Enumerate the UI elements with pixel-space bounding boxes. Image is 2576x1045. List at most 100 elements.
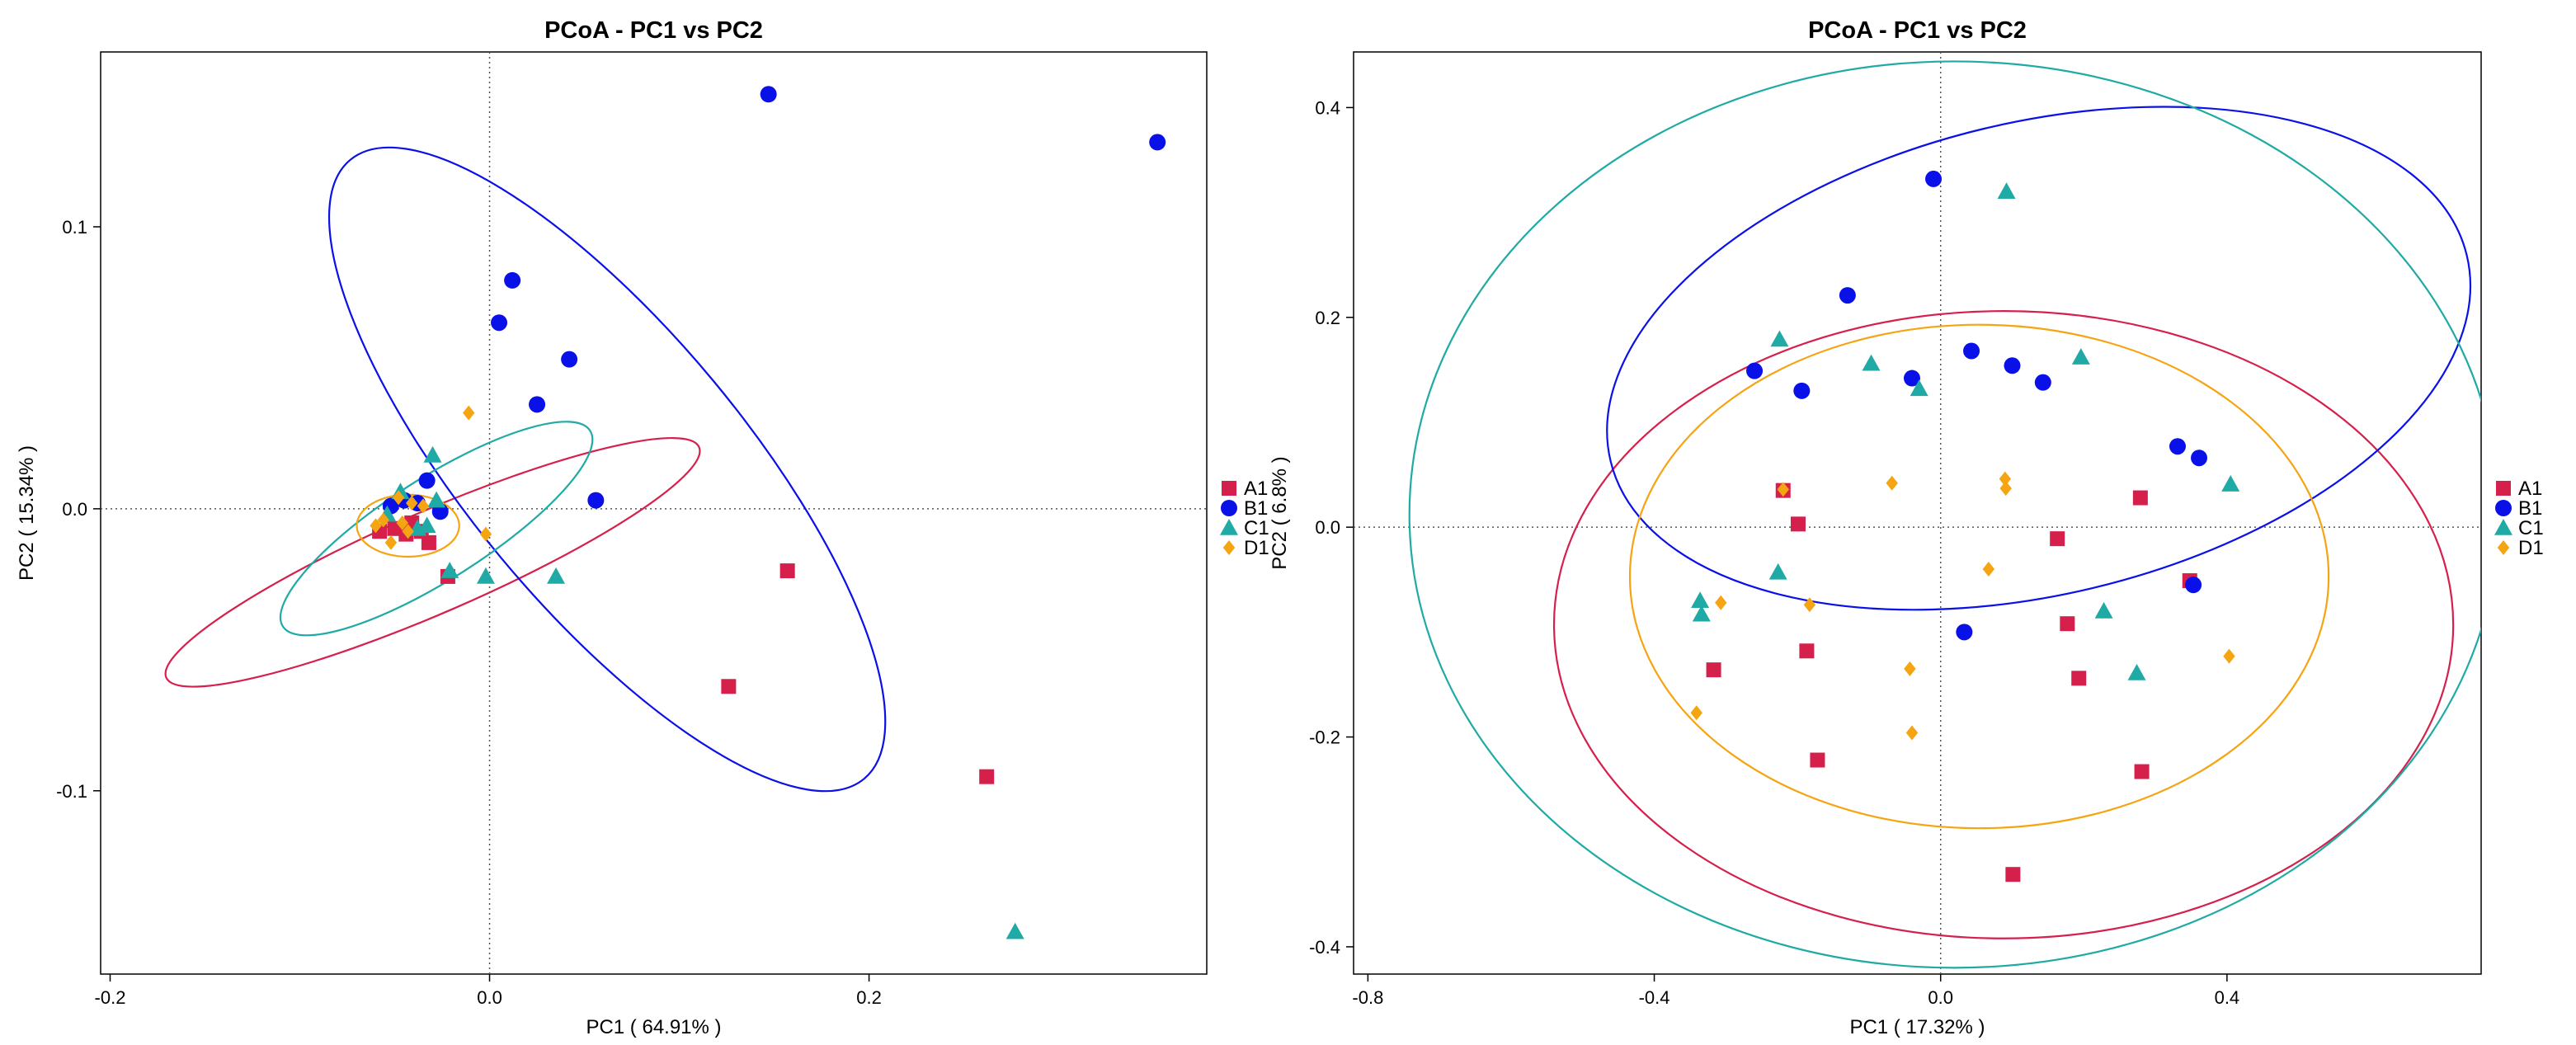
point-a1 bbox=[979, 769, 995, 784]
point-c1 bbox=[476, 567, 495, 584]
point-b1 bbox=[418, 472, 436, 489]
point-b1 bbox=[1839, 287, 1856, 304]
y-tick-label: -0.4 bbox=[1309, 937, 1340, 958]
point-a1 bbox=[1810, 752, 1825, 768]
point-c1 bbox=[547, 567, 566, 584]
legend-label-d1: D1 bbox=[2518, 537, 2544, 559]
point-d1 bbox=[1904, 661, 1916, 676]
point-b1 bbox=[2185, 577, 2202, 594]
point-a1 bbox=[2134, 764, 2150, 779]
legend-label-b1: B1 bbox=[2518, 497, 2542, 520]
plot-area bbox=[1408, 60, 2481, 969]
point-a1 bbox=[2050, 531, 2065, 547]
point-a1 bbox=[779, 563, 795, 579]
x-tick-label: 0.4 bbox=[2215, 987, 2240, 1008]
y-tick-label: 0.1 bbox=[62, 217, 87, 238]
legend-marker-a1 bbox=[2496, 481, 2511, 496]
x-tick-label: 0.0 bbox=[1928, 987, 1953, 1008]
point-b1 bbox=[561, 351, 578, 368]
legend-marker-b1 bbox=[1221, 500, 1237, 516]
point-b1 bbox=[2034, 374, 2051, 391]
point-d1 bbox=[402, 524, 414, 539]
point-d1 bbox=[406, 496, 418, 511]
x-tick-label: -0.2 bbox=[95, 987, 126, 1008]
y-tick-label: 0.0 bbox=[62, 499, 87, 520]
point-b1 bbox=[1956, 624, 1973, 641]
point-c1 bbox=[1005, 922, 1024, 939]
point-b1 bbox=[491, 314, 508, 332]
point-b1 bbox=[2191, 450, 2208, 467]
confidence-ellipse-c1 bbox=[1408, 60, 2481, 969]
point-d1 bbox=[2223, 648, 2235, 664]
point-d1 bbox=[1886, 475, 1898, 491]
point-a1 bbox=[1706, 662, 1721, 678]
point-b1 bbox=[1963, 342, 1980, 360]
x-axis-label: PC1 ( 64.91% ) bbox=[586, 1016, 721, 1038]
point-d1 bbox=[1715, 595, 1727, 610]
point-d1 bbox=[1803, 597, 1816, 613]
confidence-ellipse-b1 bbox=[1606, 106, 2472, 611]
plot-area bbox=[164, 86, 1166, 939]
point-c1 bbox=[1768, 563, 1787, 580]
point-c1 bbox=[2127, 663, 2146, 680]
x-tick-label: 0.2 bbox=[856, 987, 882, 1008]
point-b1 bbox=[504, 271, 521, 289]
legend-marker-d1 bbox=[1222, 540, 1236, 555]
x-tick-label: -0.4 bbox=[1639, 987, 1670, 1008]
confidence-ellipse-c1 bbox=[279, 421, 594, 637]
legend-marker-c1 bbox=[1220, 519, 1238, 535]
point-c1 bbox=[417, 516, 436, 534]
x-axis-label: PC1 ( 17.32% ) bbox=[1849, 1016, 1985, 1038]
point-c1 bbox=[1691, 591, 1710, 609]
legend-label-a1: A1 bbox=[1244, 478, 1268, 500]
y-axis-label: PC2 ( 15.34% ) bbox=[16, 445, 38, 581]
point-b1 bbox=[1793, 382, 1811, 399]
y-tick-label: 0.2 bbox=[1315, 308, 1340, 328]
point-c1 bbox=[2094, 601, 2113, 619]
legend-label-d1: D1 bbox=[1244, 537, 1269, 559]
legend-label-a1: A1 bbox=[2518, 478, 2542, 500]
point-d1 bbox=[1905, 725, 1919, 741]
pcoa-plot-right: PCoA - PC1 vs PC2 -0.8 -0.4 0.0 0.4 -0.4 -0.2 0… bbox=[1269, 17, 2482, 1038]
y-tick-label: 0.4 bbox=[1315, 97, 1340, 118]
legend-marker-b1 bbox=[2495, 500, 2512, 516]
point-d1 bbox=[1999, 471, 2012, 487]
point-d1 bbox=[396, 515, 408, 530]
point-b1 bbox=[2169, 438, 2186, 455]
legend-label-c1: C1 bbox=[1244, 517, 1269, 539]
point-c1 bbox=[1692, 605, 1711, 622]
point-c1 bbox=[2221, 475, 2240, 492]
x-tick-label: -0.8 bbox=[1352, 987, 1383, 1008]
point-c1 bbox=[1770, 330, 1789, 347]
point-c1 bbox=[440, 562, 459, 578]
point-d1 bbox=[1999, 481, 2012, 497]
x-tick-label: 0.0 bbox=[477, 987, 502, 1008]
point-d1 bbox=[1777, 482, 1789, 497]
plot-frame bbox=[1353, 51, 2482, 975]
legend-label-c1: C1 bbox=[2518, 517, 2544, 539]
point-d1 bbox=[384, 534, 398, 550]
point-d1 bbox=[463, 405, 475, 421]
point-d1 bbox=[417, 498, 430, 514]
point-b1 bbox=[1903, 370, 1920, 387]
point-a1 bbox=[421, 534, 436, 550]
point-a1 bbox=[2071, 671, 2087, 686]
y-axis-label: PC2 ( 6.8% ) bbox=[1269, 456, 1291, 569]
point-b1 bbox=[760, 86, 777, 103]
legend-marker-d1 bbox=[2497, 540, 2510, 555]
point-c1 bbox=[1910, 379, 1928, 397]
point-c1 bbox=[427, 491, 446, 508]
legend-marker-c1 bbox=[2494, 519, 2512, 535]
y-tick-label: -0.2 bbox=[1309, 727, 1340, 748]
chart-title: PCoA - PC1 vs PC2 bbox=[544, 17, 763, 44]
point-c1 bbox=[1862, 354, 1881, 371]
y-tick-label: 0.0 bbox=[1315, 517, 1340, 538]
point-c1 bbox=[1997, 182, 2016, 199]
point-c1 bbox=[423, 445, 442, 463]
point-a1 bbox=[1790, 516, 1806, 532]
point-d1 bbox=[479, 526, 492, 542]
point-d1 bbox=[377, 512, 389, 528]
confidence-ellipse-a1 bbox=[1552, 310, 2455, 939]
